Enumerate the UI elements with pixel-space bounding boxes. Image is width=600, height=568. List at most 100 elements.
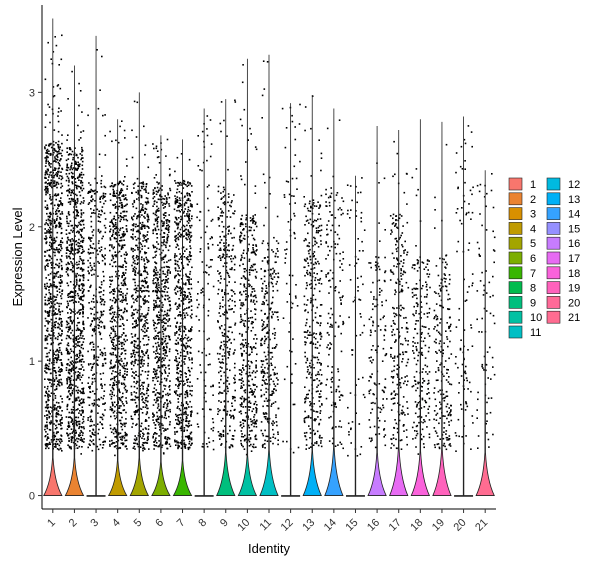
data-point	[207, 282, 209, 285]
data-point	[190, 410, 193, 412]
data-point	[122, 374, 124, 377]
data-point	[120, 248, 123, 250]
data-point	[77, 420, 80, 423]
data-point	[123, 349, 126, 352]
data-point	[71, 231, 74, 233]
data-point	[46, 192, 49, 194]
data-point	[189, 226, 192, 229]
data-point	[157, 228, 160, 231]
data-point	[174, 334, 176, 336]
data-point	[175, 255, 178, 257]
data-point	[109, 199, 112, 202]
data-point	[168, 269, 170, 271]
data-point	[69, 220, 72, 222]
data-point	[176, 368, 178, 371]
data-point	[136, 337, 139, 340]
data-point	[48, 286, 50, 288]
data-point	[53, 335, 55, 337]
data-point	[60, 182, 63, 185]
data-point	[175, 415, 178, 418]
data-point	[99, 353, 102, 356]
data-point	[187, 222, 190, 224]
data-point	[48, 360, 51, 362]
data-point	[124, 277, 127, 279]
data-point	[163, 239, 165, 241]
data-point	[158, 359, 161, 362]
data-point	[100, 186, 103, 188]
data-point	[158, 409, 161, 411]
data-point	[55, 438, 58, 441]
data-point	[53, 392, 55, 395]
data-point	[144, 295, 146, 297]
data-point	[182, 187, 185, 189]
data-point	[45, 152, 47, 154]
data-point	[58, 148, 61, 151]
data-point	[100, 246, 103, 248]
data-point	[165, 279, 167, 281]
data-point	[157, 183, 160, 185]
data-point	[121, 437, 124, 439]
data-point	[82, 259, 85, 261]
data-point	[168, 336, 170, 339]
data-point	[50, 420, 52, 422]
data-point	[44, 187, 47, 190]
data-point	[135, 244, 137, 247]
data-point	[134, 299, 137, 301]
data-point	[165, 350, 167, 352]
data-point	[80, 187, 82, 190]
data-point	[154, 439, 157, 441]
data-point	[57, 146, 60, 148]
data-point	[113, 311, 116, 313]
data-point	[72, 258, 75, 260]
data-point	[71, 238, 73, 240]
data-point	[55, 247, 58, 249]
data-point	[175, 444, 177, 446]
data-point	[201, 261, 204, 263]
data-point	[131, 156, 134, 159]
data-point	[99, 333, 101, 336]
data-point	[182, 405, 184, 407]
data-point	[45, 367, 48, 369]
data-point	[114, 261, 117, 263]
data-point	[191, 326, 193, 328]
data-point	[125, 418, 127, 420]
data-point	[208, 298, 210, 301]
data-point	[44, 415, 46, 417]
data-point	[58, 413, 60, 416]
data-point	[125, 364, 128, 367]
data-point	[155, 337, 158, 340]
data-point	[72, 189, 74, 191]
data-point	[201, 169, 203, 172]
data-point	[113, 415, 116, 417]
data-point	[190, 414, 192, 416]
data-point	[67, 158, 70, 160]
data-point	[98, 153, 101, 156]
data-point	[81, 292, 84, 294]
data-point	[177, 367, 180, 369]
data-point	[93, 433, 95, 436]
data-point	[180, 204, 183, 206]
data-point	[115, 316, 117, 318]
data-point	[72, 345, 75, 347]
data-point	[89, 252, 92, 254]
data-point	[165, 379, 168, 382]
data-point	[187, 420, 190, 423]
data-point	[156, 287, 158, 290]
data-point	[162, 333, 165, 335]
data-point	[125, 411, 127, 414]
data-point	[209, 363, 211, 366]
data-point	[159, 269, 162, 272]
data-point	[49, 241, 51, 244]
data-point	[179, 328, 181, 330]
data-point	[61, 410, 63, 412]
data-point	[124, 385, 127, 387]
data-point	[229, 425, 231, 428]
data-point	[81, 146, 83, 149]
data-point	[139, 216, 141, 218]
data-point	[139, 366, 142, 368]
data-point	[176, 188, 179, 191]
data-point	[76, 169, 78, 171]
data-point	[94, 212, 96, 215]
data-point	[119, 181, 122, 184]
data-point	[166, 236, 169, 239]
